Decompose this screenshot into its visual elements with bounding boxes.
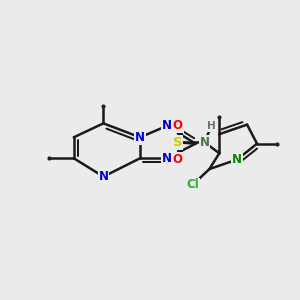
- Text: N: N: [135, 131, 145, 144]
- Text: N: N: [200, 136, 209, 149]
- Text: N: N: [232, 153, 242, 166]
- Text: O: O: [173, 119, 183, 132]
- Text: Cl: Cl: [186, 178, 199, 191]
- Text: N: N: [162, 119, 172, 132]
- Text: H: H: [207, 121, 216, 131]
- Text: S: S: [173, 136, 183, 149]
- Text: N: N: [162, 152, 172, 165]
- Text: N: N: [98, 170, 108, 183]
- Text: O: O: [173, 153, 183, 166]
